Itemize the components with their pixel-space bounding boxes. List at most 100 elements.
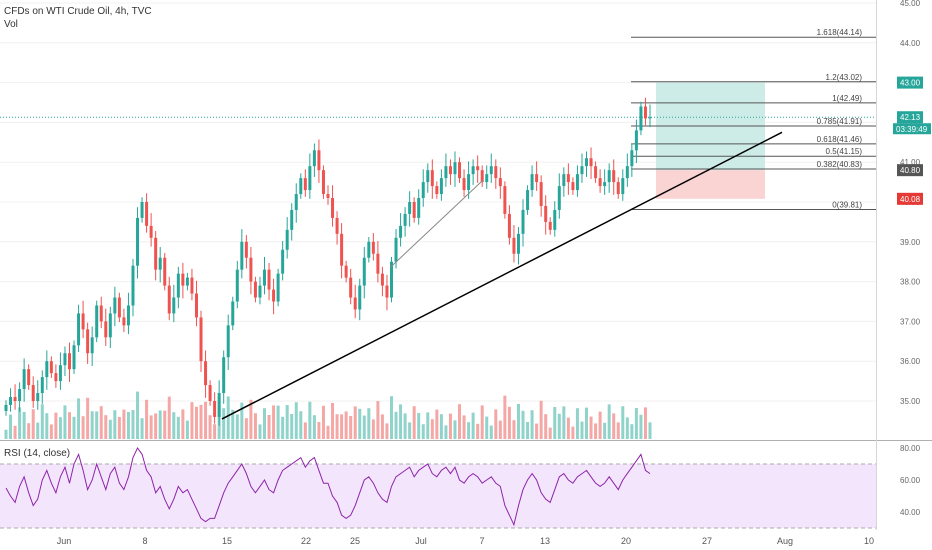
candle-body xyxy=(63,353,67,366)
candle-body xyxy=(408,202,412,214)
current-price-tag-bg xyxy=(897,111,923,124)
candle-body xyxy=(435,186,439,195)
candle-body xyxy=(349,277,353,298)
candle-body xyxy=(380,273,384,286)
main-trendline[interactable] xyxy=(221,131,783,420)
candle-body xyxy=(163,257,167,286)
volume-bar xyxy=(621,406,625,439)
volume-bar xyxy=(498,420,502,439)
volume-bar xyxy=(335,414,339,439)
volume-bar xyxy=(145,399,149,439)
volume-bar xyxy=(253,413,257,439)
volume-bar xyxy=(312,415,316,439)
price-tick-label: 38.00 xyxy=(900,278,921,287)
volume-bar xyxy=(72,416,76,439)
date-tick-label: 22 xyxy=(301,536,311,546)
price-pane[interactable] xyxy=(0,0,876,440)
candle-body xyxy=(18,389,22,401)
candle-body xyxy=(299,178,303,195)
candle-body xyxy=(226,325,230,358)
volume-bar xyxy=(86,397,90,439)
rsi-pane[interactable] xyxy=(0,447,876,529)
candle-body xyxy=(4,404,8,411)
candle-body xyxy=(621,178,625,195)
candle-body xyxy=(122,317,126,326)
volume-bar xyxy=(276,405,280,439)
candle-body xyxy=(371,241,375,254)
candle-body xyxy=(389,261,393,298)
volume-bar xyxy=(476,423,480,439)
volume-bar xyxy=(249,399,253,439)
date-axis[interactable]: Jun 8 15 22 25 Jul 7 13 20 27 Aug 10 xyxy=(57,536,874,546)
date-tick-label: 7 xyxy=(479,536,484,546)
candle-body xyxy=(276,273,280,302)
candle-body xyxy=(40,377,44,394)
fib-level-label: 0.5(41.15) xyxy=(826,147,863,156)
volume-bar xyxy=(9,414,13,439)
candle-body xyxy=(145,202,149,226)
candle-body xyxy=(45,361,49,378)
volume-bar xyxy=(544,414,548,439)
candle-body xyxy=(136,217,140,266)
candle-body xyxy=(104,321,108,338)
volume-bar xyxy=(226,396,230,439)
volume-bar xyxy=(471,412,475,439)
volume-bar xyxy=(194,406,198,439)
volume-bar xyxy=(648,422,652,439)
date-tick-label: Jul xyxy=(415,536,427,546)
candle-body xyxy=(476,166,480,171)
volume-bar xyxy=(163,410,167,439)
candle-body xyxy=(303,178,307,191)
candle-body xyxy=(27,369,31,386)
fib-level-label: 0.618(41.46) xyxy=(817,135,863,144)
volume-bar xyxy=(113,410,117,439)
candle-body xyxy=(467,174,471,191)
volume-bar xyxy=(299,411,303,439)
candle-body xyxy=(399,225,403,238)
volume-bar xyxy=(63,405,67,439)
volume-bar xyxy=(362,415,366,439)
candle-body xyxy=(22,369,26,390)
candle-body xyxy=(240,241,244,270)
volume-bar xyxy=(634,408,638,439)
date-tick-label: Jun xyxy=(57,536,72,546)
price-tick-label: 36.00 xyxy=(900,357,921,366)
candle-body xyxy=(630,150,634,167)
volume-bar xyxy=(625,417,629,439)
candle-body xyxy=(113,297,117,314)
volume-bar xyxy=(131,410,135,439)
stop-price-tag-bg xyxy=(897,192,923,205)
candle-body xyxy=(612,170,616,183)
candle-body xyxy=(512,237,516,254)
candle-body xyxy=(72,345,76,370)
candle-body xyxy=(539,182,543,206)
candle-body xyxy=(154,237,158,270)
rsi-axis[interactable]: 80.00 60.00 40.00 xyxy=(900,444,921,517)
volume-bar xyxy=(399,404,403,439)
chart-title: CFDs on WTI Crude Oil, 4h, TVC xyxy=(4,6,152,17)
volume-bar xyxy=(185,420,189,439)
volume-bar xyxy=(267,415,271,439)
candle-body xyxy=(249,257,253,282)
volume-bar xyxy=(67,412,71,439)
volume-label: Vol xyxy=(4,19,18,30)
secondary-trendline[interactable] xyxy=(389,179,484,269)
candle-body xyxy=(272,289,276,302)
candle-body xyxy=(403,213,407,226)
trendlines[interactable] xyxy=(221,131,783,420)
volume-bar xyxy=(172,412,176,439)
volume-bar xyxy=(458,404,462,439)
volume-bar xyxy=(54,412,58,439)
fib-retracement[interactable]: 1.618(44.14) 1.2(43.02) 1(42.49) 0.785(41.9… xyxy=(631,28,876,211)
candle-body xyxy=(421,182,425,199)
candle-body xyxy=(108,313,112,338)
volume-bar xyxy=(421,424,425,439)
candle-body xyxy=(430,170,434,187)
volume-bar xyxy=(612,413,616,439)
volume-bar xyxy=(27,423,31,439)
candle-body xyxy=(340,233,344,266)
candle-body xyxy=(507,213,511,238)
rsi-tick-label: 80.00 xyxy=(900,444,921,453)
candle-body xyxy=(326,194,330,199)
